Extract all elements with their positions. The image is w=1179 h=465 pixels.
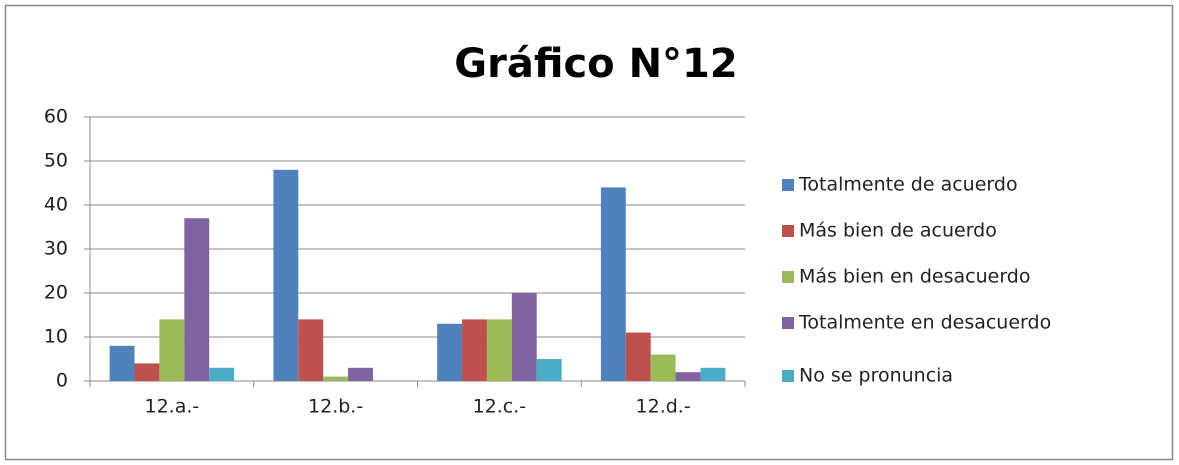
legend-swatch [782,317,794,329]
bar [511,293,537,381]
y-tick-label: 0 [56,370,68,392]
legend-swatch [782,370,794,382]
legend-label: Totalmente en desacuerdo [798,312,1051,334]
bar [437,323,463,381]
bar [462,319,487,381]
bar [348,367,373,381]
bar [536,359,562,381]
y-tick-label: 50 [44,150,68,172]
bar [184,218,210,381]
bar [600,187,626,381]
x-tick-label: 12.b.- [308,396,363,418]
legend-label: No se pronuncia [799,365,953,387]
bar [134,363,160,381]
y-tick-label: 40 [44,194,68,216]
bar [323,376,349,381]
bar [109,345,135,381]
y-tick-label: 10 [44,326,68,348]
bar [650,354,676,381]
legend-label: Más bien de acuerdo [799,220,997,242]
bar [298,319,324,381]
bar [700,367,726,381]
x-tick-label: 12.d.- [636,396,691,418]
x-tick-label: 12.a.- [144,396,199,418]
legend-swatch [782,271,794,283]
y-tick-label: 30 [44,238,68,260]
legend-swatch [782,225,794,237]
bar [159,319,185,381]
chart-title: Gráfico N°12 [454,41,737,87]
x-tick-label: 12.c.- [473,396,527,418]
y-tick-label: 60 [44,106,68,128]
bar [486,319,512,381]
legend-label: Más bien en desacuerdo [799,266,1031,288]
y-tick-label: 20 [44,282,68,304]
bar [675,372,701,381]
legend-swatch [782,179,794,191]
bar [625,332,651,381]
legend-label: Totalmente de acuerdo [798,174,1018,196]
bar [273,169,299,381]
bar [209,367,235,381]
